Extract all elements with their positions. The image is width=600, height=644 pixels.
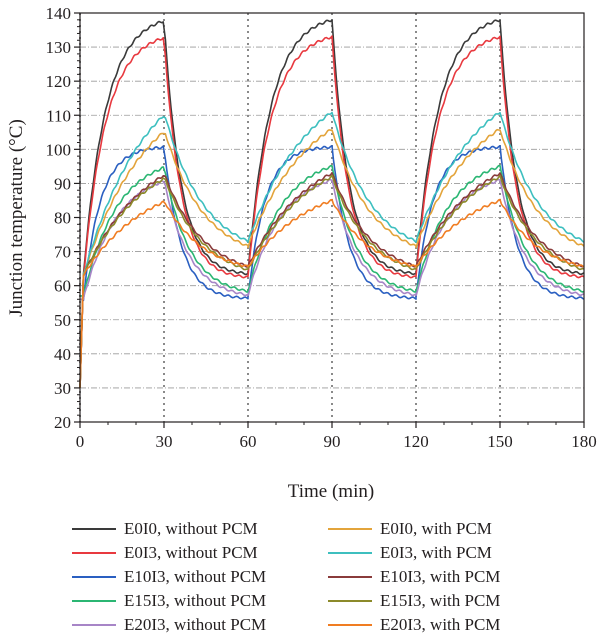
y-tick-label-90: 90 [54, 174, 71, 193]
y-axis-label: Junction temperature (°C) [6, 119, 27, 317]
legend-item: E20I3, without PCM [72, 614, 266, 636]
y-tick-label-70: 70 [54, 243, 71, 262]
legend-swatch [72, 624, 116, 626]
legend-item: E0I0, without PCM [72, 518, 258, 540]
series-line-9 [79, 198, 585, 388]
legend-swatch [72, 552, 116, 554]
legend-swatch [328, 576, 372, 578]
series-line-4 [80, 178, 585, 301]
series-line-7 [79, 172, 585, 388]
axes: 20 30 40 50 60 70 80 90 100 110 120 130 140 0 30 60 90 12… [46, 4, 597, 451]
legend-item: E15I3, with PCM [328, 590, 500, 612]
x-tick-label-30: 30 [156, 432, 173, 451]
legend-label: E0I3, without PCM [124, 543, 258, 562]
legend-label: E20I3, with PCM [380, 615, 501, 634]
series-line-2 [80, 145, 585, 302]
legend-label: E0I0, with PCM [380, 519, 492, 538]
legend-item: E0I3, without PCM [72, 542, 258, 564]
series-line-8 [79, 174, 585, 388]
x-tick-label-150: 150 [487, 432, 513, 451]
legend-item: E0I0, with PCM [328, 518, 492, 540]
legend-swatch [328, 528, 372, 530]
series-line-3 [80, 164, 585, 298]
series-lines [79, 19, 585, 388]
legend-swatch [328, 624, 372, 626]
legend-swatch [72, 576, 116, 578]
x-axis-label: Time (min) [288, 481, 374, 502]
legend-item: E10I3, with PCM [328, 566, 500, 588]
x-tick-label-90: 90 [324, 432, 341, 451]
x-tick-label-60: 60 [240, 432, 257, 451]
legend-label: E10I3, without PCM [124, 567, 267, 586]
legend-label: E15I3, without PCM [124, 591, 267, 610]
legend-label: E0I3, with PCM [380, 543, 492, 562]
y-tick-label-130: 130 [46, 38, 72, 57]
legend-item: E20I3, with PCM [328, 614, 500, 636]
legend-swatch [328, 552, 372, 554]
y-tick-label-100: 100 [46, 140, 72, 159]
y-tick-label-20: 20 [54, 413, 71, 432]
y-tick-label-30: 30 [54, 379, 71, 398]
x-tick-label-0: 0 [76, 432, 85, 451]
series-line-0 [79, 19, 585, 388]
y-tick-label-110: 110 [46, 106, 71, 125]
x-tick-label-180: 180 [571, 432, 597, 451]
legend-label: E0I0, without PCM [124, 519, 258, 538]
y-tick-label-40: 40 [54, 345, 71, 364]
legend-item: E15I3, without PCM [72, 590, 266, 612]
y-tick-label-80: 80 [54, 209, 71, 228]
y-tick-label-50: 50 [54, 311, 71, 330]
legend-item: E10I3, without PCM [72, 566, 266, 588]
y-tick-label-140: 140 [46, 4, 72, 23]
legend: E0I0, without PCM E0I3, without PCM E10I3,… [72, 518, 562, 640]
series-line-1 [79, 35, 585, 388]
y-tick-label-60: 60 [54, 277, 71, 296]
legend-label: E15I3, with PCM [380, 591, 501, 610]
legend-label: E10I3, with PCM [380, 567, 501, 586]
y-tick-label-120: 120 [46, 72, 72, 91]
legend-swatch [328, 600, 372, 602]
legend-item: E0I3, with PCM [328, 542, 492, 564]
series-line-6 [79, 111, 585, 388]
legend-swatch [72, 600, 116, 602]
x-tick-label-120: 120 [403, 432, 429, 451]
legend-label: E20I3, without PCM [124, 615, 267, 634]
series-line-5 [79, 128, 585, 388]
legend-swatch [72, 528, 116, 530]
